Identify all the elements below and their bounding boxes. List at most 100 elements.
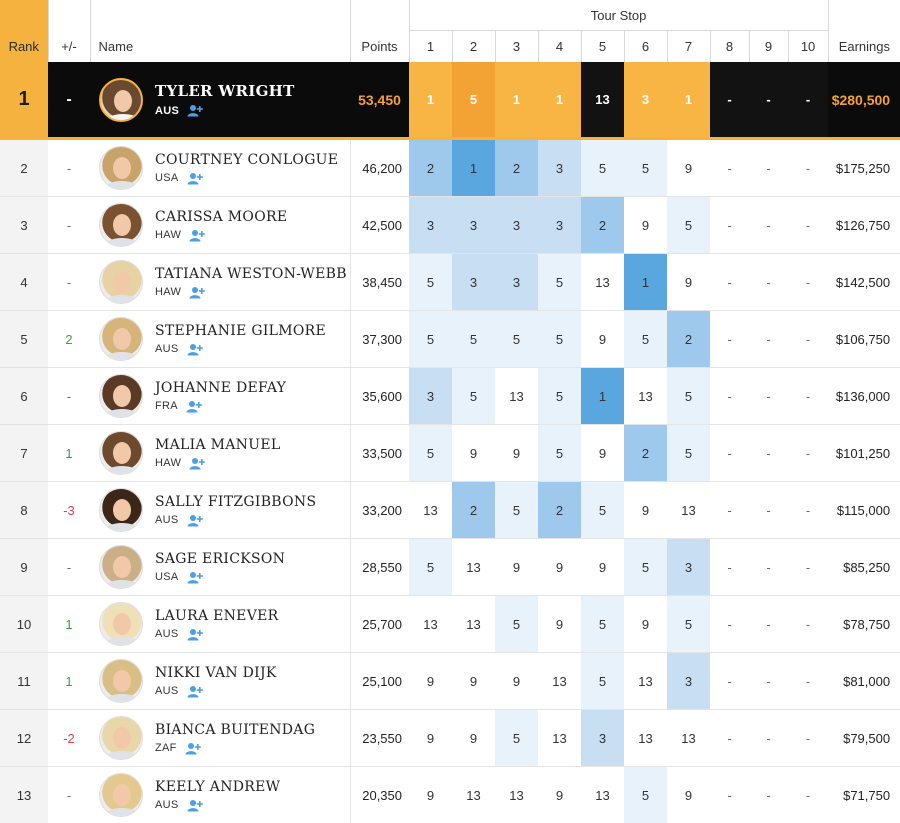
rank-cell: 4 [0,254,48,311]
surfer-avatar-icon[interactable] [99,146,143,190]
surfer-name[interactable]: KEELY ANDREW [155,779,280,795]
surfer-name[interactable]: JOHANNE DEFAY [155,380,286,396]
surfer-name[interactable]: SAGE ERICKSON [155,551,285,567]
surfer-avatar-icon[interactable] [99,488,143,532]
surfer-name[interactable]: MALIA MANUEL [155,437,280,453]
add-follow-icon[interactable] [187,104,203,117]
add-follow-icon[interactable] [186,400,202,413]
earnings-cell: $85,250 [828,539,900,596]
stop-result-cell: 5 [452,62,495,139]
stop-header-6[interactable]: 6 [624,31,667,63]
rank-cell: 10 [0,596,48,653]
add-follow-icon[interactable] [189,457,205,470]
add-follow-icon[interactable] [187,172,203,185]
stop-header-7[interactable]: 7 [667,31,710,63]
add-follow-icon[interactable] [187,628,203,641]
stop-result-cell: 5 [495,482,538,539]
leader-row[interactable]: 1 - TYLER WRIGHT AUS [0,62,900,139]
add-follow-icon[interactable] [189,229,205,242]
stop-header-9[interactable]: 9 [749,31,788,63]
surfer-avatar-icon[interactable] [99,78,143,122]
rank-cell: 3 [0,197,48,254]
add-follow-icon[interactable] [187,343,203,356]
stop-result-cell: 5 [581,596,624,653]
name-column-header[interactable]: Name [90,0,350,62]
surfer-name[interactable]: TATIANA WESTON-WEBB [155,266,347,282]
surfer-name[interactable]: COURTNEY CONLOGUE [155,152,338,168]
stop-header-1[interactable]: 1 [409,31,452,63]
surfer-avatar-icon[interactable] [99,374,143,418]
surfer-avatar-icon[interactable] [99,203,143,247]
earnings-column-header[interactable]: Earnings [828,0,900,62]
surfer-name[interactable]: SALLY FITZGIBBONS [155,494,316,510]
stop-header-10[interactable]: 10 [788,31,828,63]
add-follow-icon[interactable] [187,514,203,527]
stop-header-2[interactable]: 2 [452,31,495,63]
surfer-avatar-icon[interactable] [99,659,143,703]
stop-result-cell: - [710,425,749,482]
add-follow-icon[interactable] [189,286,205,299]
surfer-name[interactable]: CARISSA MOORE [155,209,287,225]
surfer-name[interactable]: STEPHANIE GILMORE [155,323,326,339]
add-follow-icon[interactable] [187,685,203,698]
surfer-avatar-icon[interactable] [99,260,143,304]
add-follow-icon[interactable] [187,799,203,812]
stop-result-cell: 3 [452,254,495,311]
surfer-avatar-icon[interactable] [99,431,143,475]
surfer-cell[interactable]: TYLER WRIGHT AUS [90,62,350,139]
surfer-avatar-icon[interactable] [99,602,143,646]
stop-header-8[interactable]: 8 [710,31,749,63]
points-cell: 42,500 [350,197,409,254]
earnings-cell: $136,000 [828,368,900,425]
surfer-name[interactable]: LAURA ENEVER [155,608,278,624]
stop-result-cell: - [749,767,788,823]
stop-result-cell: - [710,368,749,425]
add-follow-icon[interactable] [185,742,201,755]
change-column-header[interactable]: +/- [48,0,90,62]
surfer-avatar-icon[interactable] [99,545,143,589]
surfer-avatar-icon[interactable] [99,773,143,817]
stop-header-3[interactable]: 3 [495,31,538,63]
surfer-name[interactable]: NIKKI VAN DIJK [155,665,277,681]
rank-cell: 5 [0,311,48,368]
stop-header-5[interactable]: 5 [581,31,624,63]
stop-result-cell: - [710,197,749,254]
stop-header-4[interactable]: 4 [538,31,581,63]
stop-result-cell: 5 [667,425,710,482]
stop-result-cell: - [788,254,828,311]
surfer-name[interactable]: BIANCA BUITENDAG [155,722,315,738]
surfer-avatar-icon[interactable] [99,317,143,361]
change-cell: - [48,368,90,425]
surfer-avatar-icon[interactable] [99,716,143,760]
surfer-name[interactable]: TYLER WRIGHT [155,82,295,100]
add-follow-icon[interactable] [187,571,203,584]
points-column-header[interactable]: Points [350,0,409,62]
stop-result-cell: 1 [667,62,710,139]
stop-result-cell: 13 [495,368,538,425]
rank-column-header[interactable]: Rank [0,0,48,62]
